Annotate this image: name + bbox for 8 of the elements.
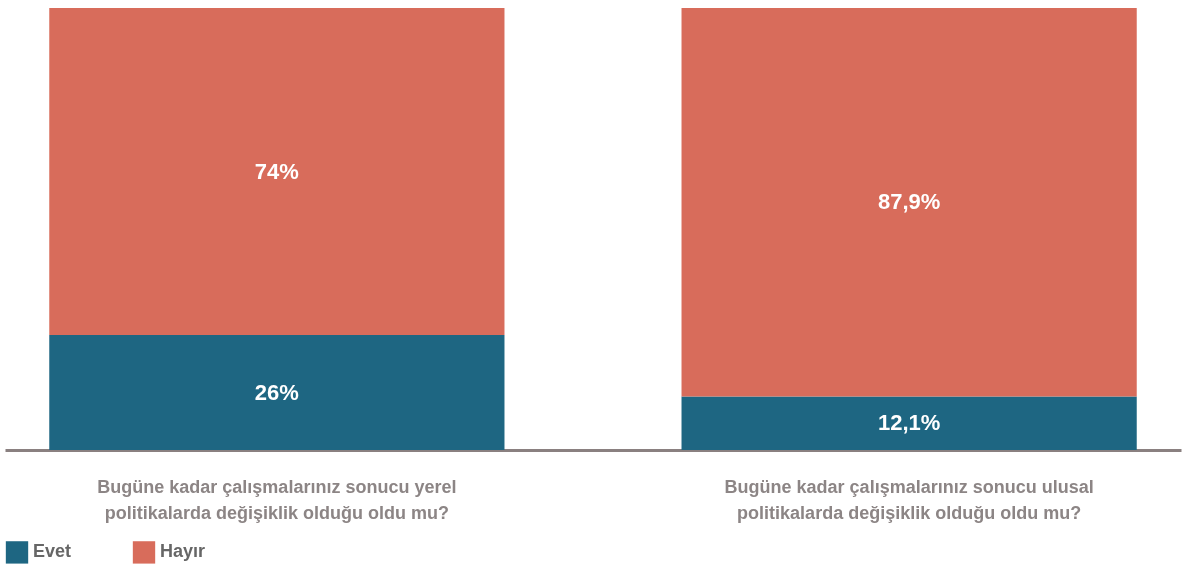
data-label: 12,1% xyxy=(877,410,941,436)
x-tick-label: Bugüne kadar çalışmalarınız sonucu yerel politikalarda değişiklik olduğu oldu mu? xyxy=(97,476,457,523)
data-label: 87,9% xyxy=(877,189,941,215)
legend-label: Evet xyxy=(33,541,72,562)
data-label: 26% xyxy=(254,379,299,405)
data-label: 74% xyxy=(254,158,299,184)
x-tick-label: Bugüne kadar çalışmalarınız sonucu ulusal politikalarda değişiklik olduğu oldu mu? xyxy=(724,476,1094,523)
legend-label: Hayır xyxy=(160,541,206,562)
